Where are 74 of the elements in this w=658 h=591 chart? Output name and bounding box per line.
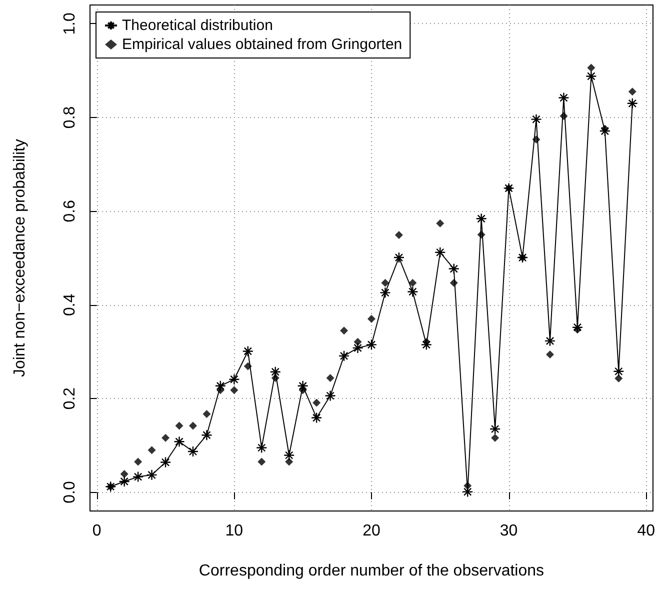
point — [310, 412, 322, 424]
point — [572, 322, 584, 333]
point — [462, 486, 474, 498]
point — [614, 374, 623, 382]
point — [436, 219, 444, 228]
point — [407, 286, 418, 298]
point — [626, 98, 638, 109]
point — [285, 458, 294, 466]
point — [381, 278, 390, 287]
x-tick-label: 20 — [362, 522, 380, 540]
y-tick-label: 0.0 — [62, 481, 78, 504]
point — [120, 470, 128, 478]
point — [146, 469, 158, 481]
point — [544, 335, 556, 347]
point — [408, 278, 417, 287]
point — [434, 246, 446, 258]
point — [546, 350, 554, 359]
point — [242, 346, 254, 357]
point — [448, 263, 460, 274]
point — [380, 287, 391, 298]
y-tick-label: 0.8 — [62, 106, 78, 129]
point — [628, 88, 636, 96]
point — [599, 125, 611, 137]
point — [491, 434, 500, 442]
point — [230, 386, 238, 394]
point — [160, 456, 172, 468]
x-tick-label: 10 — [225, 522, 244, 540]
point — [338, 350, 350, 362]
point — [613, 366, 624, 377]
point — [256, 442, 268, 454]
x-tick-label: 40 — [637, 522, 656, 540]
point — [284, 450, 295, 461]
point — [228, 374, 240, 385]
x-tick-label: 30 — [500, 522, 518, 540]
point — [187, 446, 199, 458]
point — [174, 436, 185, 448]
point — [201, 430, 212, 441]
point — [558, 92, 570, 104]
point — [326, 374, 334, 382]
point — [134, 458, 142, 466]
point — [393, 252, 405, 264]
point — [367, 314, 376, 323]
y-tick-label: 0.2 — [62, 387, 78, 410]
point — [297, 380, 308, 392]
point — [148, 446, 156, 454]
point — [366, 339, 378, 350]
point — [394, 231, 403, 240]
legend-label: Empirical values obtained from Gringorten — [122, 36, 402, 53]
point — [489, 423, 501, 435]
x-tick-label: 0 — [92, 522, 102, 540]
point — [270, 366, 281, 378]
point — [586, 70, 597, 82]
point — [476, 213, 487, 224]
y-tick-label: 0.6 — [62, 200, 78, 222]
point — [162, 434, 170, 442]
point — [188, 422, 197, 430]
point — [202, 410, 211, 418]
point — [530, 114, 542, 125]
point — [324, 390, 336, 402]
point — [175, 422, 184, 430]
point — [118, 476, 130, 488]
point — [352, 342, 364, 354]
point — [258, 458, 266, 466]
point — [312, 398, 321, 407]
point — [420, 339, 432, 350]
y-axis-title: Joint non−exceedance probability — [12, 139, 28, 377]
point — [340, 326, 348, 335]
legend-label: Theoretical distribution — [122, 17, 273, 34]
y-tick-label: 1.0 — [62, 12, 78, 35]
point — [214, 380, 226, 392]
y-tick-label: 0.4 — [62, 294, 78, 316]
point — [587, 64, 596, 72]
point — [132, 471, 144, 482]
x-axis-title: Corresponding order number of the observations — [198, 562, 544, 580]
